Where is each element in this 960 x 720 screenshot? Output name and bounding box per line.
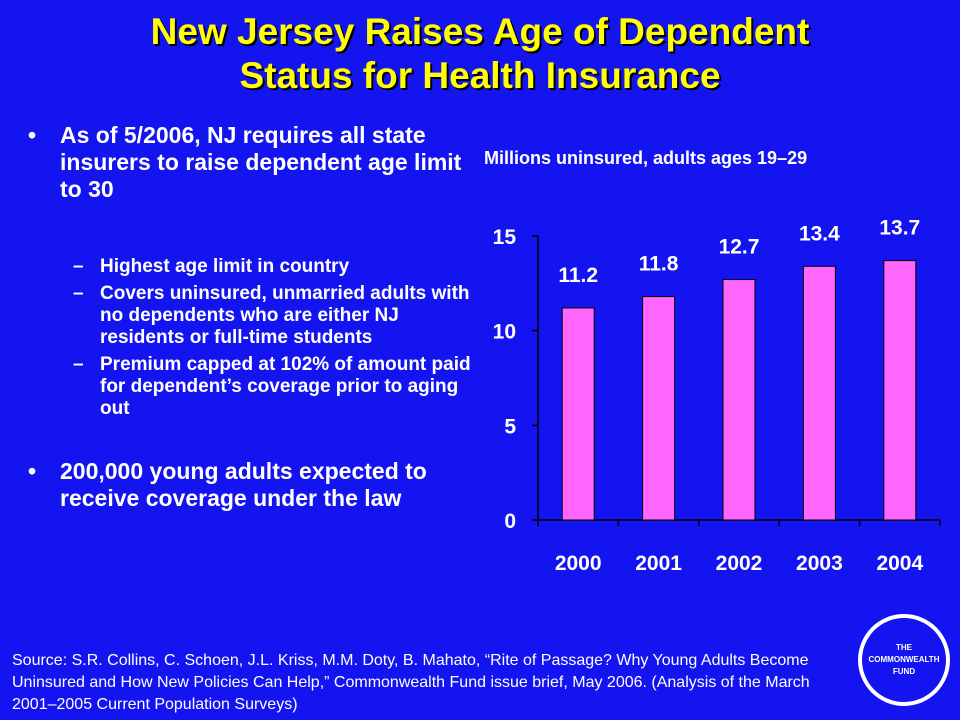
y-tick-label: 5 xyxy=(504,415,516,438)
chart-axes: 0 5 10 15 xyxy=(493,226,941,533)
logo-text-line-1: THE xyxy=(896,643,913,652)
bullet-list: • As of 5/2006, NJ requires all state in… xyxy=(28,122,478,512)
data-label-2000: 11.2 xyxy=(558,264,598,287)
x-tick-label-2000: 2000 xyxy=(555,552,602,575)
bullet-text-2: 200,000 young adults expected to receive… xyxy=(60,458,427,511)
data-label-2003: 13.4 xyxy=(799,222,840,245)
bar-2003 xyxy=(802,265,836,521)
bullet-dot: • xyxy=(28,458,37,484)
bullet-item-2: • 200,000 young adults expected to recei… xyxy=(28,458,460,512)
logo-text-line-3: FUND xyxy=(893,667,915,676)
sub-bullet-text-1: Highest age limit in country xyxy=(100,256,350,277)
bar-2000 xyxy=(561,307,595,521)
slide-title-line-1: New Jersey Raises Age of Dependent xyxy=(150,11,810,52)
source-note: Source: S.R. Collins, C. Schoen, J.L. Kr… xyxy=(12,652,810,713)
sub-bullet-text-2: Covers uninsured, unmarried adults with … xyxy=(100,283,470,348)
x-tick-label-2001: 2001 xyxy=(635,552,682,575)
data-label-2002: 12.7 xyxy=(719,236,760,259)
sub-bullet-dash: – xyxy=(73,354,84,375)
bullet-dot: • xyxy=(28,122,37,148)
sub-bullet-item-2: – Covers uninsured, unmarried adults wit… xyxy=(28,283,478,349)
chart-caption: Millions uninsured, adults ages 19–29 xyxy=(484,148,808,168)
sub-bullet-item-3: – Premium capped at 102% of amount paid … xyxy=(28,354,478,420)
commonwealth-fund-logo: THE COMMONWEALTH FUND xyxy=(858,614,950,706)
bar-2002 xyxy=(722,279,756,521)
bar-2004 xyxy=(883,260,917,521)
sub-bullet-dash: – xyxy=(73,283,84,304)
x-tick-label-2002: 2002 xyxy=(716,552,763,575)
chart-bars xyxy=(561,260,917,521)
x-tick-label-2004: 2004 xyxy=(876,552,923,575)
sub-bullet-item-1: – Highest age limit in country xyxy=(28,256,478,278)
data-label-2004: 13.7 xyxy=(879,217,920,240)
slide-title: New Jersey Raises Age of Dependent Statu… xyxy=(0,10,960,98)
bullet-item-1: • As of 5/2006, NJ requires all state in… xyxy=(28,122,480,203)
x-tick-label-2003: 2003 xyxy=(796,552,843,575)
slide-title-line-2: Status for Health Insurance xyxy=(239,55,721,96)
y-tick-label: 15 xyxy=(493,226,517,249)
bullet-text-1: As of 5/2006, NJ requires all state insu… xyxy=(60,122,462,202)
logo-text-line-2: COMMONWEALTH xyxy=(869,655,940,664)
y-tick-label: 10 xyxy=(493,321,516,344)
chart-labels: 11.2 2000 11.8 2001 12.7 2002 13.4 2003 13.7 2004 xyxy=(555,217,924,575)
sub-bullet-dash: – xyxy=(73,256,84,277)
data-label-2001: 11.8 xyxy=(639,253,679,276)
y-tick-label: 0 xyxy=(504,510,516,533)
bar-2001 xyxy=(642,296,676,521)
sub-bullet-text-3: Premium capped at 102% of amount paid fo… xyxy=(100,354,471,419)
